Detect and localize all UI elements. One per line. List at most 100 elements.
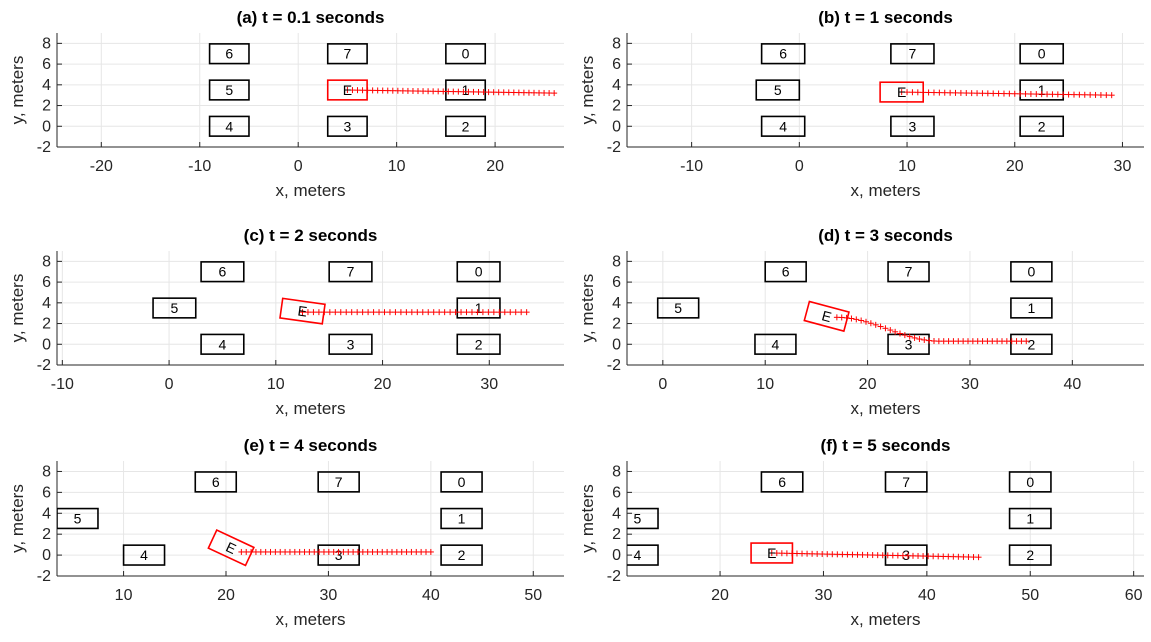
vehicle-7: 7 [890,43,935,65]
y-tick-label: -2 [607,568,621,585]
trajectory-point [906,333,913,340]
trajectory-point [1033,91,1040,98]
y-tick-label: 8 [42,35,51,52]
trajectory-point [829,551,836,558]
trajectory-point [920,553,927,560]
trajectory-point [354,309,361,316]
trajectory-point [470,88,477,95]
trajectory-point [455,88,462,95]
vehicle-2-box [456,333,501,355]
vehicle-5-label: 5 [74,511,82,527]
trajectory-point [916,336,923,343]
vehicle-7: 7 [884,471,928,493]
vehicle-2-label: 2 [1027,336,1035,352]
trajectory-point [541,89,548,96]
x-tick-label: 50 [524,587,542,604]
trajectory-point [952,89,959,96]
trajectory-point [425,309,432,316]
trajectory-point [1070,91,1077,98]
vehicle-6-label: 6 [782,264,790,280]
vehicle-4-box [760,115,806,137]
trajectory-point [783,550,790,557]
vehicle-0-label: 0 [475,264,483,280]
vehicle-5: 5 [656,297,700,319]
trajectory-point [799,550,806,557]
vehicle-4: 4 [627,544,659,566]
x-tick-label: 30 [480,376,498,393]
vehicle-7-label: 7 [344,46,352,62]
trajectory-point [879,552,886,559]
trajectory-point [839,551,846,558]
trajectory-point [1006,90,1013,97]
vehicle-1: 1 [456,297,501,319]
vehicle-6-label: 6 [212,474,220,490]
trajectory-point [386,309,393,316]
trajectory-point [332,309,339,316]
trajectory-point [415,88,422,95]
vehicle-5-box [627,507,659,530]
trajectory-point [344,87,351,93]
vehicle-0: 0 [1019,43,1065,65]
trajectory-point [518,309,525,316]
vehicle-1-label: 1 [1027,300,1035,316]
vehicle-4: 4 [200,333,245,355]
vehicle-6: 6 [194,471,238,493]
trajectory-point [874,552,881,559]
trajectory-point [381,309,388,316]
trajectory-point [844,551,851,558]
trajectory-point [778,550,785,557]
trajectory-point [901,332,908,339]
x-tick-label: 20 [486,158,504,175]
trajectory-point [409,87,416,94]
x-tick-label: 30 [320,587,338,604]
y-tick-label: -2 [37,357,51,374]
trajectory-point [430,309,437,316]
y-tick-label: 8 [612,35,621,52]
y-axis-label: y, meters [578,274,597,343]
trajectory-point [849,551,856,558]
trajectory-point [475,88,482,95]
trajectory-point [530,89,537,96]
vehicle-1: 1 [440,507,483,530]
trajectory-point [1023,338,1030,345]
trajectory-point [975,554,982,561]
vehicle-1: 1 [1019,79,1065,101]
y-tick-label: 4 [42,295,51,312]
trajectory-point [397,309,404,316]
trajectory-point [984,90,991,97]
x-tick-label: -20 [90,158,113,175]
trajectory-point [915,552,922,559]
vehicle-6: 6 [760,43,806,65]
trajectory-point [1092,91,1099,98]
ego-vehicle-box [803,300,850,333]
vehicle-7-label: 7 [347,264,355,280]
vehicle-4: 4 [122,544,166,566]
vehicle-7-label: 7 [335,474,343,490]
trajectory-point [974,90,981,97]
trajectory-point [1049,91,1056,98]
trajectory-point [793,550,800,557]
trajectory-point [858,317,865,324]
vehicle-3: 3 [317,544,360,566]
trajectory-point [515,89,522,96]
vehicle-5-label: 5 [774,82,782,98]
trajectory-point [950,553,957,560]
trajectory-point [458,309,465,316]
trajectory-point [420,88,427,95]
y-tick-label: 2 [612,526,621,543]
x-axis-label: x, meters [276,181,346,200]
trajectory-point [447,309,454,316]
trajectory-point [419,309,426,316]
trajectory-point [505,89,512,96]
trajectory-point [496,309,503,316]
trajectory-point [963,90,970,97]
x-axis-label: x, meters [851,181,921,200]
vehicle-1-label: 1 [462,82,470,98]
trajectory-point [970,554,977,561]
trajectory-point [1103,92,1110,99]
vehicle-2: 2 [456,333,501,355]
trajectory-point [995,90,1002,97]
vehicle-5-label: 5 [633,511,641,527]
trajectory-point [1011,90,1018,97]
